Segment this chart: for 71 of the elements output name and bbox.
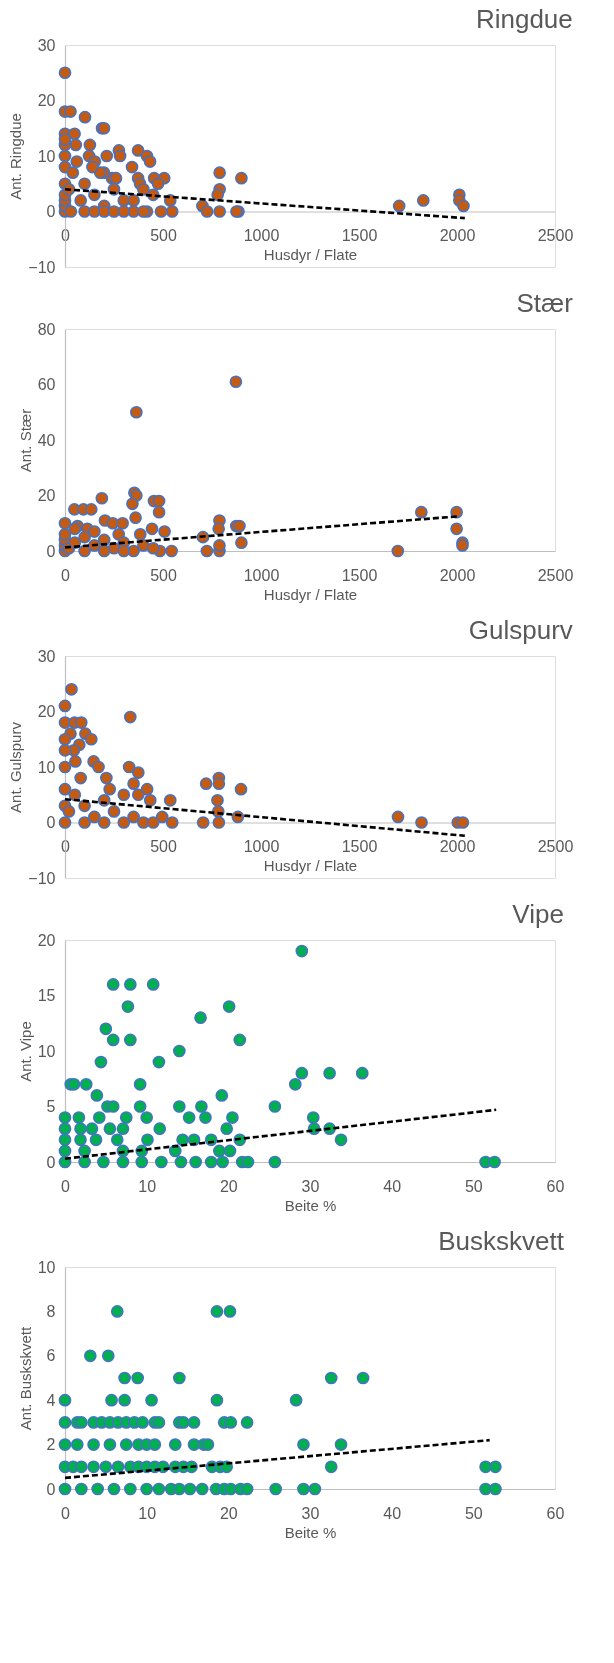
x-tick-label: 1000 [243, 227, 280, 244]
x-axis-title: Husdyr / Flate [263, 246, 358, 263]
y-axis-title: Ant. Vipe [16, 1021, 34, 1082]
x-tick-label: 1500 [341, 227, 378, 244]
y-tick-label: 6 [46, 1347, 56, 1365]
chart-title: Vipe [512, 899, 564, 929]
x-tick-label: 2000 [439, 838, 476, 855]
y-tick-label: 8 [46, 1302, 56, 1320]
y-axis-title: Ant. Stær [16, 408, 34, 473]
x-tick-label: 50 [464, 1177, 483, 1195]
y-tick-label: −10 [28, 258, 56, 276]
chart-title: Buskskvett [438, 1226, 565, 1256]
y-tick-label: 20 [37, 92, 56, 109]
x-tick-label: 0 [61, 566, 71, 584]
y-tick-label: 0 [46, 814, 56, 831]
x-tick-label: 1000 [243, 838, 280, 855]
y-tick-label: 4 [46, 1391, 56, 1409]
y-tick-label: 80 [37, 320, 56, 338]
y-tick-label: 20 [37, 931, 56, 949]
y-tick-label: 10 [37, 1042, 56, 1060]
y-tick-label: 30 [37, 36, 56, 54]
x-tick-label: 0 [61, 1504, 71, 1522]
chart-title: Stær [516, 288, 574, 318]
y-tick-label: 2 [46, 1436, 56, 1454]
x-axis-title: Beite % [284, 1523, 337, 1541]
x-tick-label: 2500 [537, 566, 574, 584]
x-tick-label: 10 [138, 1504, 157, 1522]
x-tick-label: 2000 [439, 227, 476, 244]
x-axis-title: Husdyr / Flate [263, 585, 358, 603]
x-axis-title: Beite % [284, 1196, 337, 1214]
y-tick-label: 10 [37, 758, 56, 776]
x-tick-label: 1500 [341, 566, 378, 584]
y-tick-label: 0 [46, 1480, 56, 1498]
y-tick-label: 40 [37, 431, 56, 449]
y-tick-label: −10 [28, 869, 56, 887]
x-tick-label: 60 [546, 1504, 565, 1522]
x-tick-label: 500 [150, 838, 177, 855]
y-tick-label: 5 [46, 1098, 56, 1115]
y-axis-title: Ant. Buskskvett [16, 1325, 34, 1431]
x-tick-label: 20 [219, 1177, 238, 1195]
x-tick-label: 500 [150, 566, 177, 584]
chart-title: Gulspurv [468, 615, 573, 645]
x-tick-label: 60 [546, 1177, 565, 1195]
y-axis-title: Ant. Ringdue [7, 113, 25, 200]
x-tick-label: 2000 [439, 566, 476, 584]
x-tick-label: 20 [219, 1504, 238, 1522]
x-tick-label: 40 [383, 1504, 402, 1522]
y-tick-label: 0 [46, 1153, 56, 1171]
x-tick-label: 50 [464, 1504, 483, 1522]
x-axis-title: Husdyr / Flate [263, 857, 358, 874]
y-tick-label: 0 [46, 542, 56, 560]
x-tick-label: 1500 [341, 838, 378, 855]
x-tick-label: 2500 [537, 838, 574, 855]
x-tick-label: 500 [150, 227, 177, 244]
x-tick-label: 30 [301, 1504, 320, 1522]
x-tick-label: 1000 [243, 566, 280, 584]
chart-title: Ringdue [475, 4, 573, 34]
x-tick-label: 0 [61, 1177, 71, 1195]
y-axis-title: Ant. Gulspurv [7, 721, 25, 813]
y-tick-label: 0 [46, 203, 56, 220]
y-tick-label: 10 [37, 147, 56, 165]
y-tick-label: 60 [37, 376, 56, 393]
x-tick-label: 2500 [537, 227, 574, 244]
y-tick-label: 15 [37, 987, 56, 1004]
x-tick-label: 30 [301, 1177, 320, 1195]
x-tick-label: 40 [383, 1177, 402, 1195]
y-tick-label: 20 [37, 487, 56, 504]
y-tick-label: 20 [37, 703, 56, 720]
y-tick-label: 30 [37, 647, 56, 665]
y-tick-label: 10 [37, 1258, 56, 1276]
x-tick-label: 10 [138, 1177, 157, 1195]
